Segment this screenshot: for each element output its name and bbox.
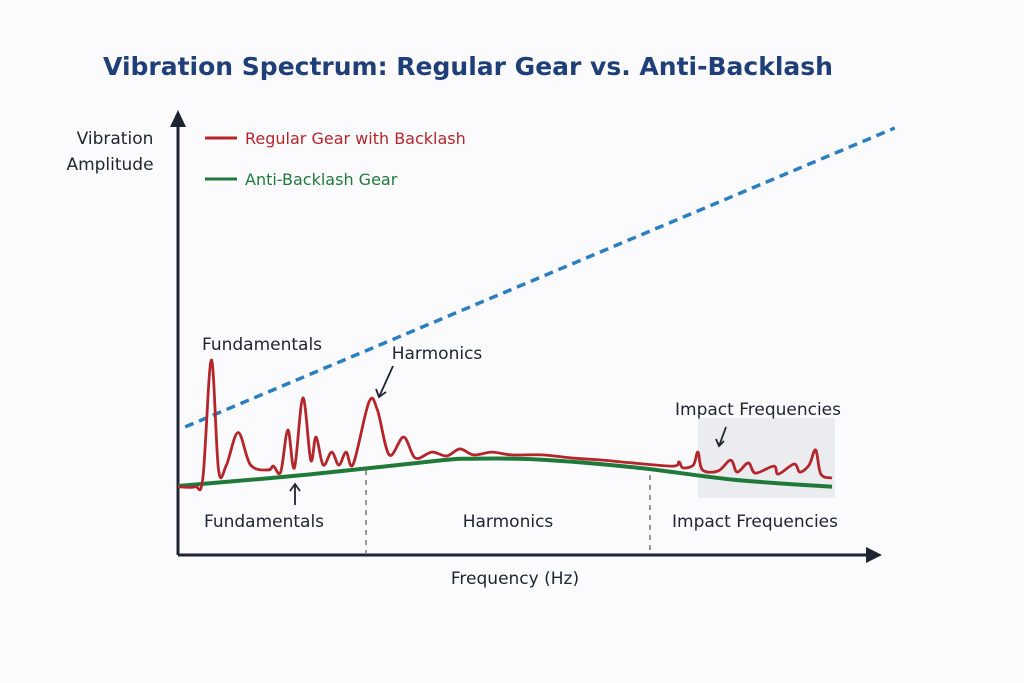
region-label-fundamentals: Fundamentals <box>204 512 324 532</box>
legend-label-regular: Regular Gear with Backlash <box>245 129 466 148</box>
x-axis-label: Frequency (Hz) <box>451 569 579 589</box>
series-line-anti-backlash-gear <box>177 456 833 489</box>
x-axis-arrow-icon <box>866 547 882 563</box>
annotation-fundamentals: Fundamentals <box>202 335 322 355</box>
region-label-harmonics: Harmonics <box>463 512 554 532</box>
axes <box>170 110 882 563</box>
legend-label-anti-backlash: Anti-Backlash Gear <box>245 170 398 189</box>
series-line-regular-gear-with-backlash <box>177 358 833 492</box>
chart-title: Vibration Spectrum: Regular Gear vs. Ant… <box>103 52 833 81</box>
harmonics-arrow-icon <box>375 365 394 399</box>
annotation-impact: Impact Frequencies <box>675 400 841 420</box>
region-label-impact: Impact Frequencies <box>672 512 838 532</box>
y-axis-arrow-icon <box>170 110 186 127</box>
series-line-trend <box>184 126 896 429</box>
y-axis-label-line2: Amplitude <box>66 155 153 175</box>
legend: Regular Gear with Backlash Anti-Backlash… <box>205 129 466 189</box>
fundamentals-arrow-icon <box>289 482 301 505</box>
annotation-harmonics: Harmonics <box>392 344 483 364</box>
y-axis-label-line1: Vibration <box>77 129 154 149</box>
impact-arrow-icon <box>715 426 727 448</box>
